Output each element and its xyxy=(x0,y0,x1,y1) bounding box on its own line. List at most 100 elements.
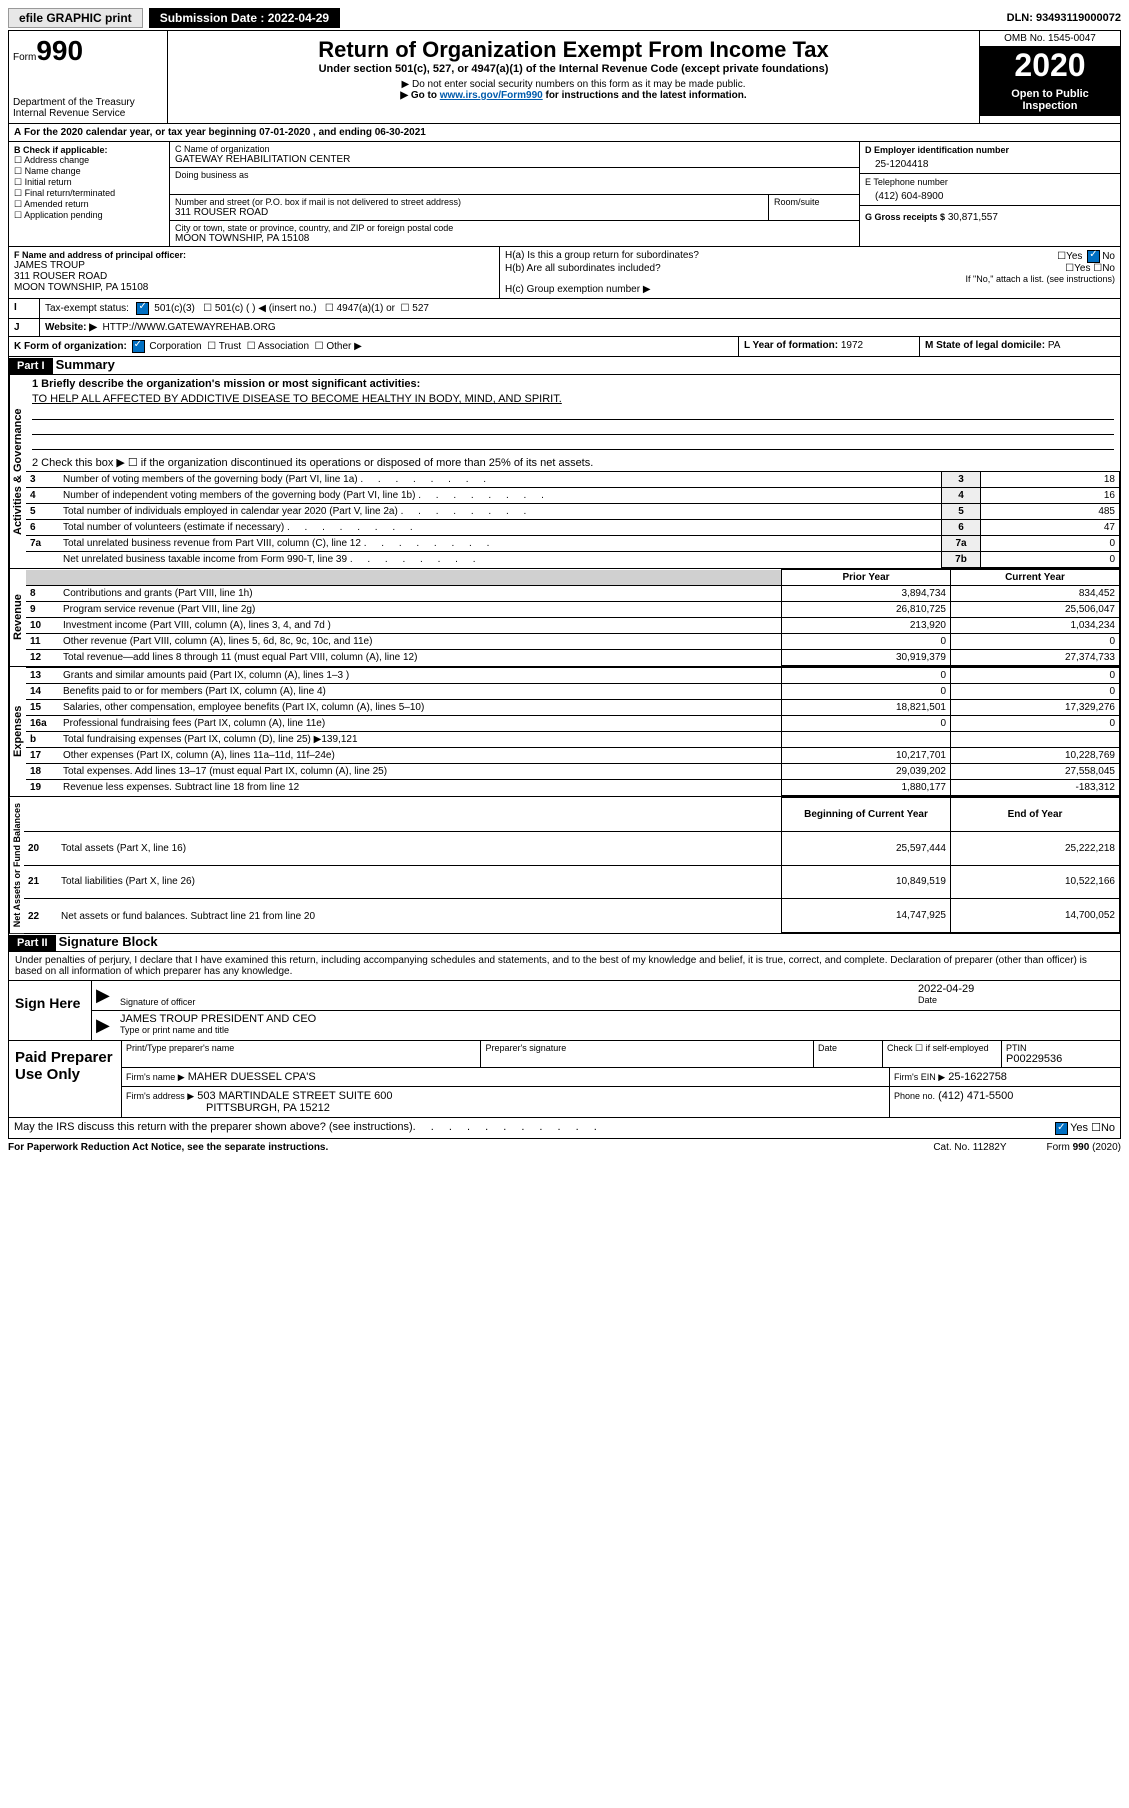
agency1: Department of the Treasury xyxy=(13,97,163,108)
ha-yes[interactable]: Yes xyxy=(1066,251,1082,262)
q2: 2 Check this box ▶ ☐ if the organization… xyxy=(26,450,1120,471)
j-marker: J xyxy=(9,319,40,336)
revenue-table: Prior YearCurrent Year8Contributions and… xyxy=(26,569,1120,666)
opt-address[interactable]: Address change xyxy=(24,155,89,165)
opt-initial[interactable]: Initial return xyxy=(25,177,72,187)
cat-no: Cat. No. 11282Y xyxy=(933,1142,1006,1153)
i-501c3: 501(c)(3) xyxy=(154,303,195,314)
sign-here-label: Sign Here xyxy=(9,981,92,1040)
section-b: B Check if applicable: ☐ Address change … xyxy=(9,142,170,246)
agency2: Internal Revenue Service xyxy=(13,108,163,119)
firm-city: PITTSBURGH, PA 15212 xyxy=(126,1102,885,1114)
subtitle2: ▶ Do not enter social security numbers o… xyxy=(174,79,973,90)
domicile: PA xyxy=(1048,340,1061,351)
expense-table: 13Grants and similar amounts paid (Part … xyxy=(26,667,1120,796)
part1-title: Summary xyxy=(56,357,115,372)
city-value: MOON TOWNSHIP, PA 15108 xyxy=(175,233,854,244)
instructions-link[interactable]: www.irs.gov/Form990 xyxy=(440,90,543,101)
part2-title: Signature Block xyxy=(59,934,158,949)
vlabel-revenue: Revenue xyxy=(9,569,26,666)
part1-header: Part I xyxy=(9,358,53,374)
paperwork-notice: For Paperwork Reduction Act Notice, see … xyxy=(8,1142,328,1153)
form-title: Return of Organization Exempt From Incom… xyxy=(174,37,973,63)
street-address: 311 ROUSER ROAD xyxy=(175,207,763,218)
year-formed: 1972 xyxy=(841,340,863,351)
form-word: Form xyxy=(13,52,36,63)
vlabel-expenses: Expenses xyxy=(9,667,26,796)
hc-label: H(c) Group exemption number ▶ xyxy=(505,284,1115,295)
paid-preparer-label: Paid Preparer Use Only xyxy=(9,1041,122,1117)
sub3-post: for instructions and the latest informat… xyxy=(543,90,747,101)
ha-label: H(a) Is this a group return for subordin… xyxy=(505,250,699,263)
open-inspection: Open to Public Inspection xyxy=(980,84,1120,116)
part2-header: Part II xyxy=(9,935,56,951)
city-label: City or town, state or province, country… xyxy=(175,223,854,233)
sub3-pre: ▶ Go to xyxy=(400,90,439,101)
signer-name: JAMES TROUP PRESIDENT AND CEO xyxy=(120,1013,1118,1025)
e-label: E Telephone number xyxy=(865,177,1115,187)
k-assoc[interactable]: Association xyxy=(258,341,309,352)
firm-name-label: Firm's name ▶ xyxy=(126,1072,185,1082)
ha-no-check[interactable] xyxy=(1087,250,1100,263)
sign-date: 2022-04-29 xyxy=(918,983,1118,995)
k-other[interactable]: Other ▶ xyxy=(326,341,361,352)
form-number: 990 xyxy=(36,35,83,66)
sig-label: Signature of officer xyxy=(120,997,914,1007)
prep-date-col: Date xyxy=(814,1041,883,1067)
gross-receipts: 30,871,557 xyxy=(948,212,998,223)
firm-ein: 25-1622758 xyxy=(948,1071,1007,1083)
org-name: GATEWAY REHABILITATION CENTER xyxy=(175,154,854,165)
discuss-no[interactable]: No xyxy=(1101,1122,1115,1134)
discuss-yes: Yes xyxy=(1070,1122,1088,1134)
tax-year: 2020 xyxy=(980,47,1120,84)
firm-addr: 503 MARTINDALE STREET SUITE 600 xyxy=(197,1090,392,1102)
dba-label: Doing business as xyxy=(175,170,854,180)
governance-table: 3Number of voting members of the governi… xyxy=(26,471,1120,568)
ptin: P00229536 xyxy=(1006,1053,1116,1065)
opt-name[interactable]: Name change xyxy=(25,166,81,176)
dln-label: DLN: 93493119000072 xyxy=(1007,12,1121,24)
officer-addr1: 311 ROUSER ROAD xyxy=(14,271,494,282)
ptin-label: PTIN xyxy=(1006,1043,1116,1053)
i-label: Tax-exempt status: xyxy=(45,303,129,314)
prep-name-col: Print/Type preparer's name xyxy=(122,1041,481,1067)
firm-ein-label: Firm's EIN ▶ xyxy=(894,1072,945,1082)
officer-addr2: MOON TOWNSHIP, PA 15108 xyxy=(14,282,494,293)
i-501c[interactable]: 501(c) ( ) ◀ (insert no.) xyxy=(215,303,317,314)
ha-no: No xyxy=(1102,251,1115,262)
firm-phone: (412) 471-5500 xyxy=(938,1090,1013,1102)
name-label: Type or print name and title xyxy=(120,1025,1118,1035)
k-trust[interactable]: Trust xyxy=(219,341,241,352)
phone-label: Phone no. xyxy=(894,1091,935,1101)
hb-label: H(b) Are all subordinates included? xyxy=(505,263,661,274)
vlabel-netassets: Net Assets or Fund Balances xyxy=(9,797,24,933)
discuss-question: May the IRS discuss this return with the… xyxy=(14,1121,413,1135)
subtitle1: Under section 501(c), 527, or 4947(a)(1)… xyxy=(174,63,973,75)
d-label: D Employer identification number xyxy=(865,145,1115,155)
hb-no[interactable]: No xyxy=(1102,263,1115,274)
addr-label: Number and street (or P.O. box if mail i… xyxy=(175,197,763,207)
firm-addr-label: Firm's address ▶ xyxy=(126,1091,194,1101)
c-name-label: C Name of organization xyxy=(175,144,854,154)
form-header: Form990 Department of the Treasury Inter… xyxy=(8,30,1121,124)
discuss-yes-check[interactable] xyxy=(1055,1122,1068,1135)
opt-final[interactable]: Final return/terminated xyxy=(25,188,116,198)
l-label: L Year of formation: xyxy=(744,340,838,351)
mission: TO HELP ALL AFFECTED BY ADDICTIVE DISEAS… xyxy=(26,393,1120,405)
phone: (412) 604-8900 xyxy=(865,187,1115,202)
opt-amended[interactable]: Amended return xyxy=(24,199,89,209)
efile-button[interactable]: efile GRAPHIC print xyxy=(8,8,143,28)
submission-date-button[interactable]: Submission Date : 2022-04-29 xyxy=(149,8,340,28)
b-label: B Check if applicable: xyxy=(14,145,164,155)
hb-yes[interactable]: Yes xyxy=(1074,263,1090,274)
opt-pending[interactable]: Application pending xyxy=(24,210,103,220)
website[interactable]: HTTP://WWW.GATEWAYREHAB.ORG xyxy=(103,322,276,333)
f-label: F Name and address of principal officer: xyxy=(14,250,494,260)
self-employed[interactable]: Check ☐ if self-employed xyxy=(883,1041,1002,1067)
date-label: Date xyxy=(918,995,1118,1005)
declaration: Under penalties of perjury, I declare th… xyxy=(8,952,1121,981)
i-527[interactable]: 527 xyxy=(412,303,429,314)
k-corp-check[interactable] xyxy=(132,340,145,353)
i-501c3-check[interactable] xyxy=(136,302,149,315)
i-4947[interactable]: 4947(a)(1) or xyxy=(337,303,395,314)
